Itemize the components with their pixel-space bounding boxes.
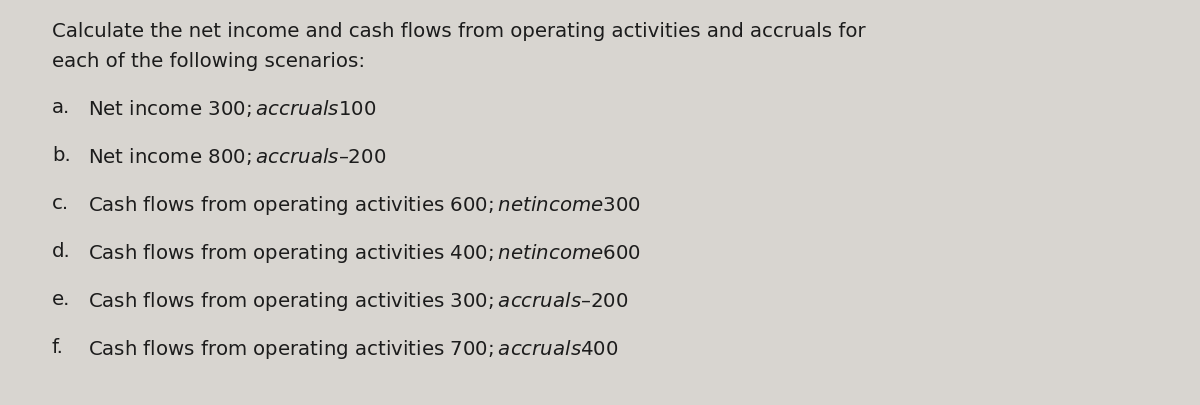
Text: Calculate the net income and cash flows from operating activities and accruals f: Calculate the net income and cash flows … — [52, 22, 865, 41]
Text: a.: a. — [52, 98, 71, 117]
Text: each of the following scenarios:: each of the following scenarios: — [52, 52, 365, 71]
Text: e.: e. — [52, 289, 71, 308]
Text: Net income $800; accruals $–200: Net income $800; accruals $–200 — [88, 146, 386, 166]
Text: f.: f. — [52, 337, 64, 356]
Text: Cash flows from operating activities $400; net income $600: Cash flows from operating activities $40… — [88, 241, 641, 264]
Text: c.: c. — [52, 194, 70, 213]
Text: Cash flows from operating activities $700; accruals $400: Cash flows from operating activities $70… — [88, 337, 618, 360]
Text: Cash flows from operating activities $300; accruals $–200: Cash flows from operating activities $30… — [88, 289, 629, 312]
Text: Net income $300; accruals $100: Net income $300; accruals $100 — [88, 98, 377, 119]
Text: b.: b. — [52, 146, 71, 164]
Text: d.: d. — [52, 241, 71, 260]
Text: Cash flows from operating activities $600; net income $300: Cash flows from operating activities $60… — [88, 194, 641, 216]
